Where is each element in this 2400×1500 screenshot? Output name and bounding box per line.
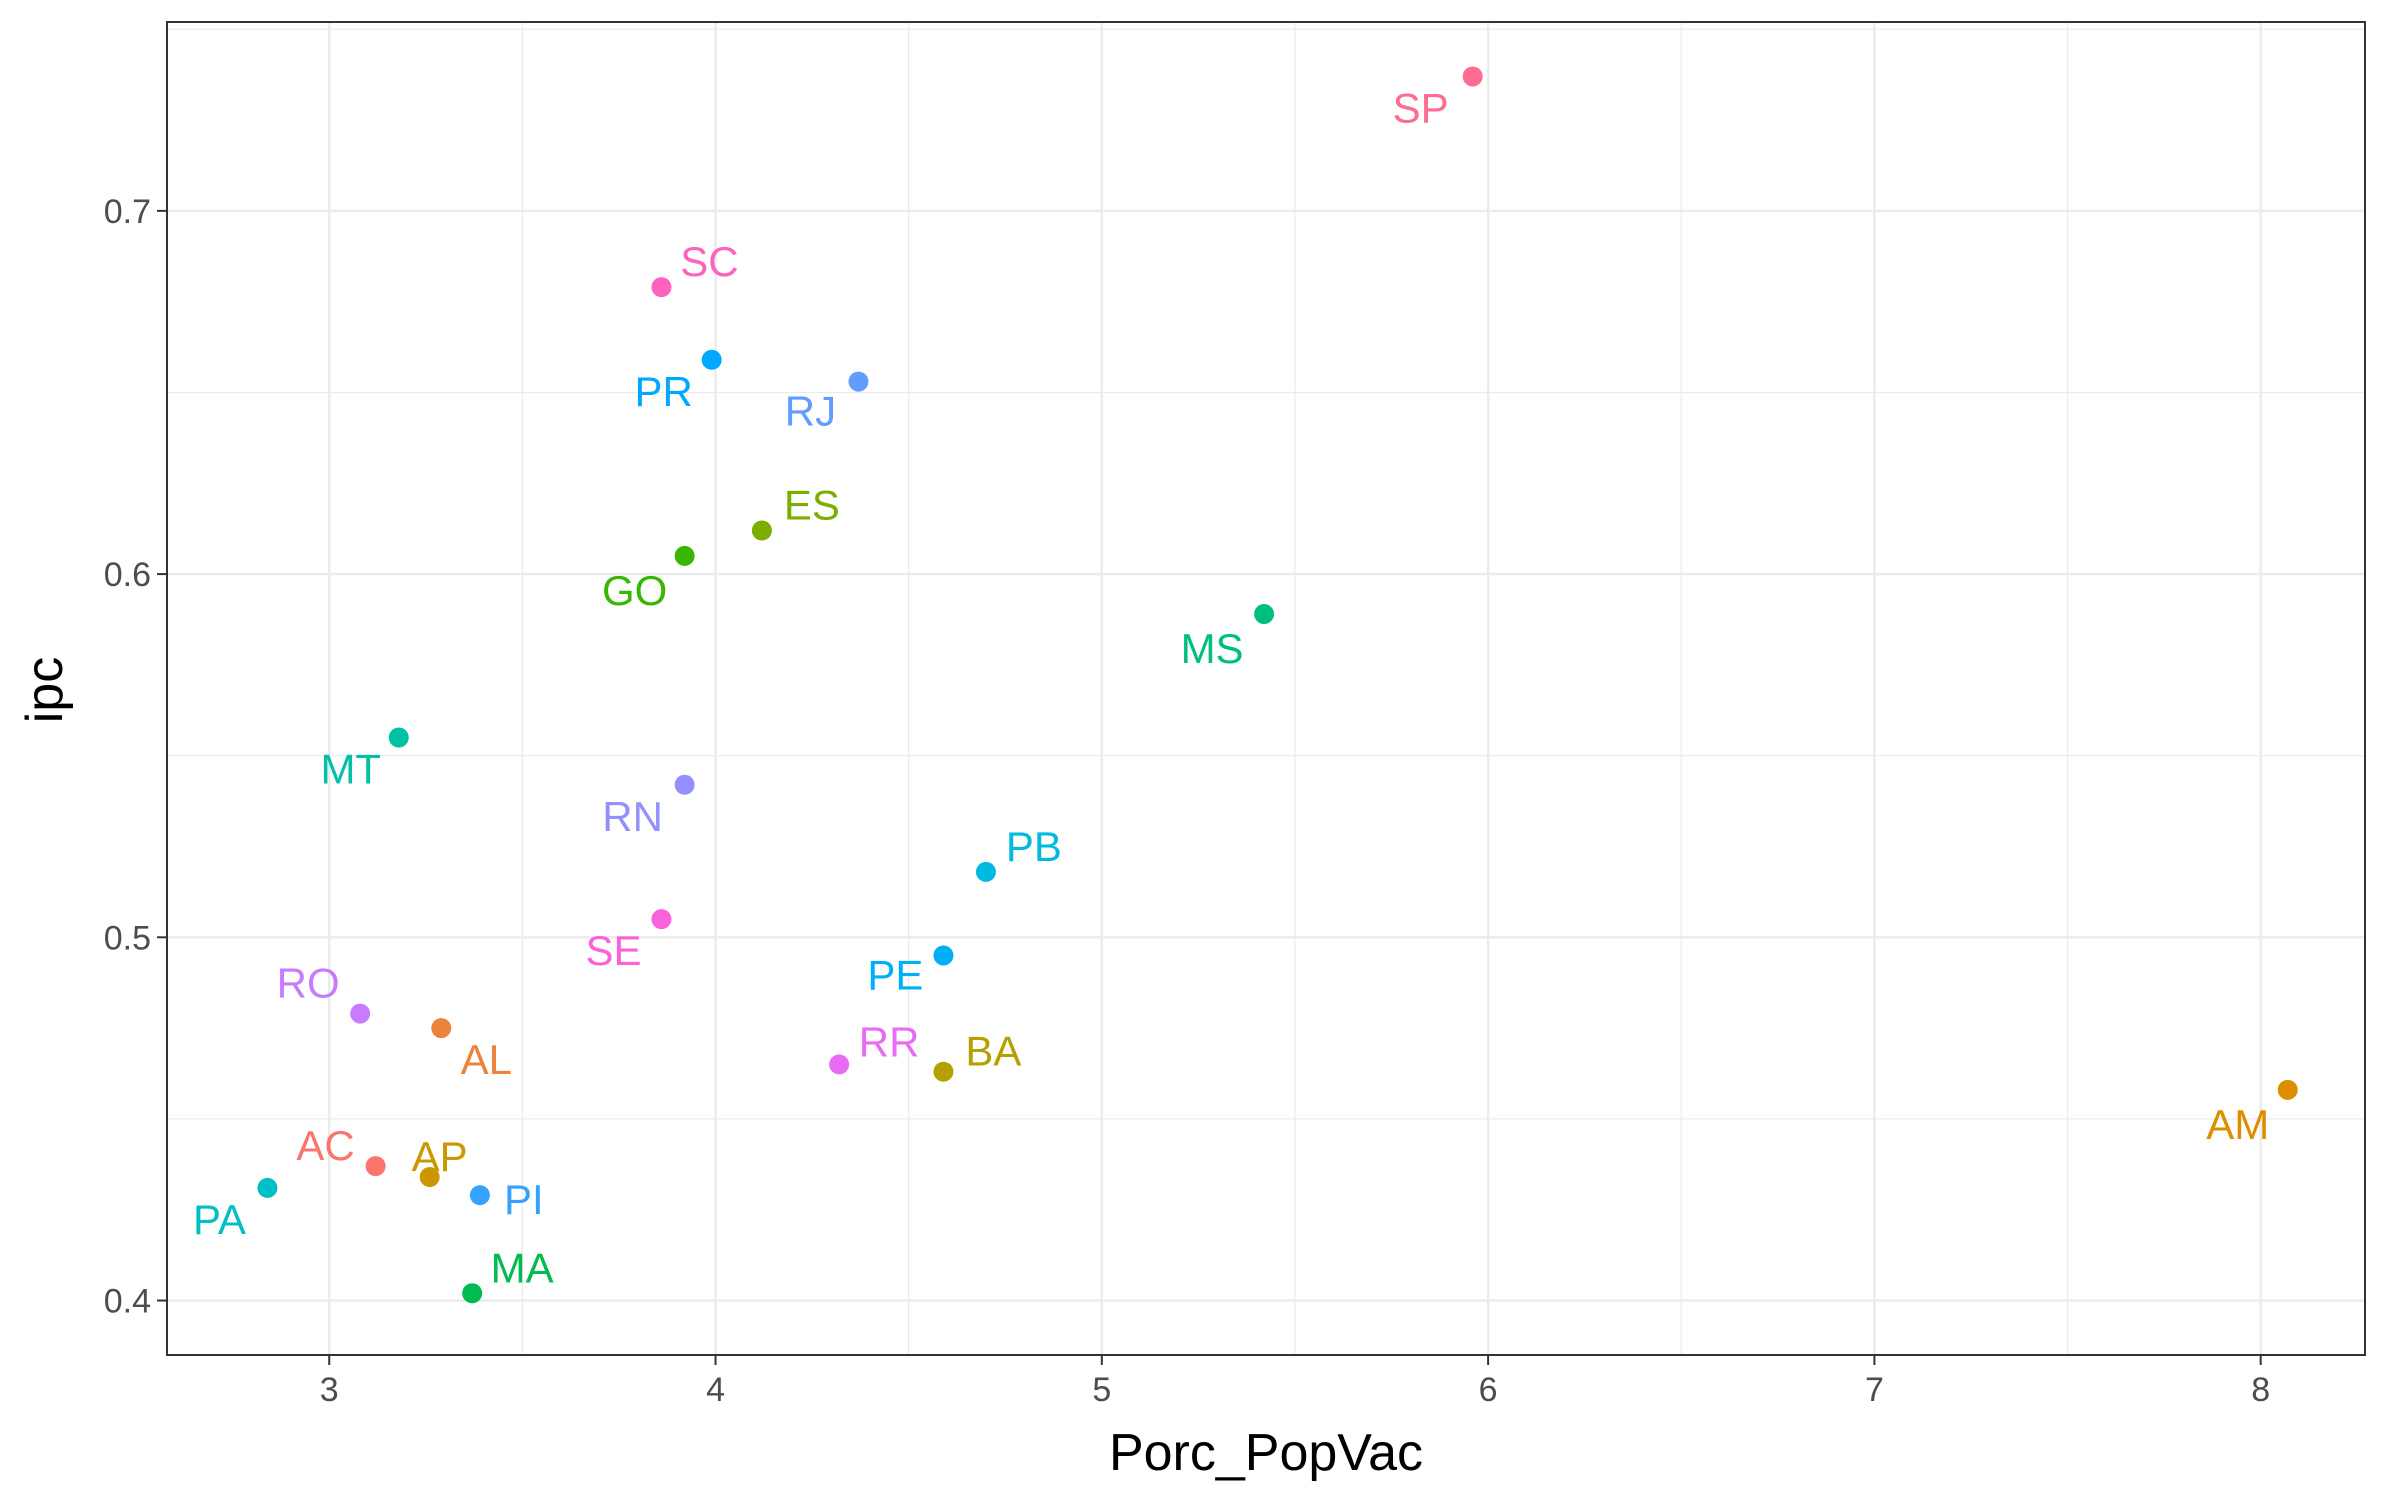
point-label-rn: RN xyxy=(602,793,663,840)
point-label-rj: RJ xyxy=(785,388,836,435)
point-ma xyxy=(462,1283,483,1304)
point-label-sc: SC xyxy=(680,238,738,285)
point-se xyxy=(651,909,672,930)
point-label-am: AM xyxy=(2206,1101,2269,1148)
point-label-pe: PE xyxy=(867,951,923,998)
y-tick-label: 0.6 xyxy=(104,556,151,594)
point-al xyxy=(431,1018,452,1039)
point-ms xyxy=(1254,604,1275,625)
point-label-rr: RR xyxy=(859,1018,920,1065)
x-tick-label: 3 xyxy=(320,1371,339,1409)
point-ro xyxy=(350,1003,371,1024)
point-pe xyxy=(933,945,954,966)
point-pa xyxy=(257,1177,278,1198)
point-label-ms: MS xyxy=(1181,625,1244,672)
plot-border xyxy=(166,21,2366,1356)
x-axis-title: Porc_PopVac xyxy=(1109,1424,1423,1482)
y-tick-label: 0.7 xyxy=(104,193,151,231)
y-axis: 0.4 0.5 0.6 0.7 xyxy=(104,193,167,1321)
point-mt xyxy=(388,727,409,748)
point-rr xyxy=(829,1054,850,1075)
x-tick-label: 8 xyxy=(2251,1371,2270,1409)
point-label-pr: PR xyxy=(634,368,692,415)
point-label-ro: RO xyxy=(277,960,340,1007)
point-label-al: AL xyxy=(461,1036,512,1083)
x-axis: 3 4 5 6 7 8 xyxy=(320,1355,2270,1409)
minor-gridlines xyxy=(167,22,2365,1355)
data-points xyxy=(257,66,2298,1304)
point-ba xyxy=(933,1061,954,1082)
point-ap xyxy=(419,1167,440,1188)
point-sp xyxy=(1462,66,1483,87)
point-label-sp: SP xyxy=(1393,84,1449,131)
plot-panel xyxy=(167,22,2365,1355)
x-tick-label: 7 xyxy=(1865,1371,1884,1409)
point-label-pi: PI xyxy=(504,1176,544,1223)
x-tick-label: 5 xyxy=(1092,1371,1111,1409)
x-tick-label: 6 xyxy=(1479,1371,1498,1409)
point-label-ba: BA xyxy=(965,1028,1021,1075)
point-rj xyxy=(848,371,869,392)
y-axis-title: ipc xyxy=(16,657,74,723)
point-label-es: ES xyxy=(784,482,840,529)
point-label-ap: AP xyxy=(412,1133,468,1180)
point-label-se: SE xyxy=(585,927,641,974)
point-pi xyxy=(469,1185,490,1206)
major-gridlines xyxy=(167,22,2365,1355)
x-tick-label: 4 xyxy=(706,1371,725,1409)
point-label-go: GO xyxy=(602,567,667,614)
point-am xyxy=(2277,1079,2298,1100)
point-go xyxy=(674,545,695,566)
point-pb xyxy=(975,861,996,882)
point-pr xyxy=(701,349,722,370)
point-label-mt: MT xyxy=(320,746,381,793)
point-sc xyxy=(651,277,672,298)
point-label-pa: PA xyxy=(193,1196,246,1243)
point-ac xyxy=(365,1156,386,1177)
point-label-ac: AC xyxy=(296,1122,354,1169)
y-tick-label: 0.4 xyxy=(104,1283,151,1321)
point-label-pb: PB xyxy=(1006,823,1062,870)
point-label-ma: MA xyxy=(491,1244,554,1291)
point-es xyxy=(751,520,772,541)
point-rn xyxy=(674,774,695,795)
point-labels: AC AL AM AP BA ES GO MA MS MT PA PB PE PI PR RJ RN RO RR SC… xyxy=(193,84,2269,1291)
y-tick-label: 0.5 xyxy=(104,919,151,957)
